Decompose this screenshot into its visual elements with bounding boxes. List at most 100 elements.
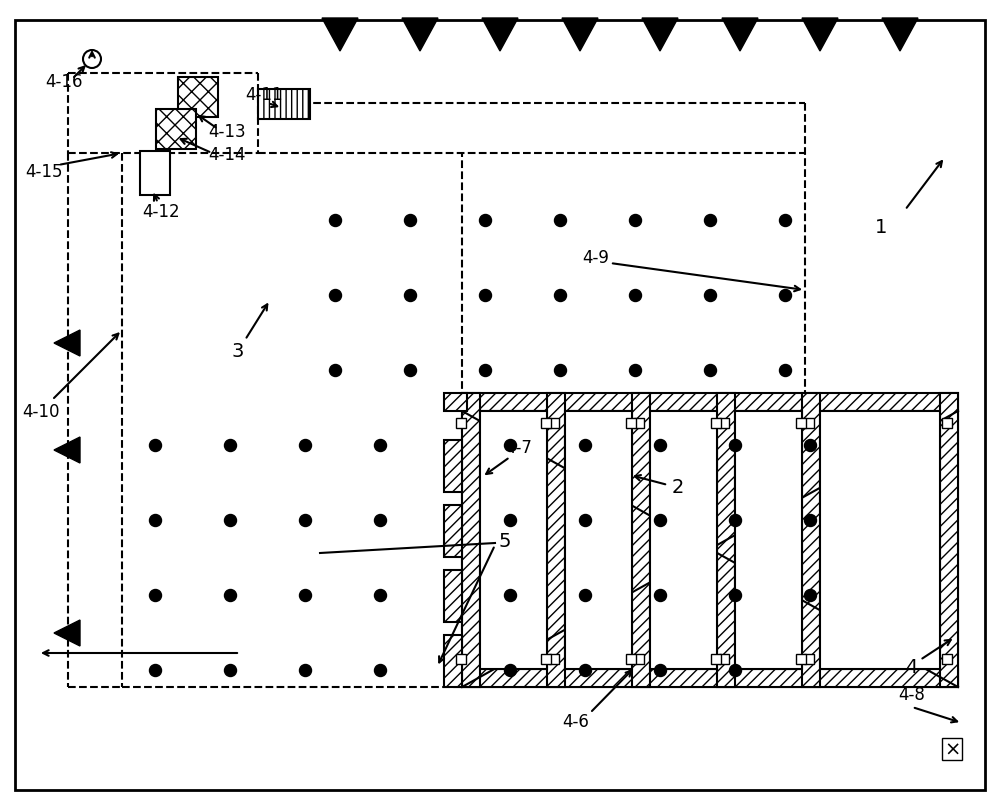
Bar: [735, 411, 802, 669]
Point: [402, 288, 418, 301]
Point: [552, 213, 568, 226]
Bar: [719, 418, 729, 428]
Text: 1: 1: [875, 218, 887, 237]
Bar: [541, 654, 551, 664]
Bar: [258, 89, 310, 119]
Point: [552, 364, 568, 377]
Bar: [626, 654, 636, 664]
Bar: [444, 393, 467, 411]
Bar: [462, 393, 958, 411]
Point: [777, 288, 793, 301]
Point: [502, 588, 518, 601]
Point: [727, 439, 743, 452]
Bar: [549, 418, 559, 428]
Polygon shape: [54, 620, 80, 646]
Polygon shape: [54, 330, 80, 356]
Bar: [547, 393, 565, 687]
Text: 4-14: 4-14: [208, 146, 246, 164]
Point: [222, 514, 238, 526]
Bar: [634, 418, 644, 428]
Point: [652, 588, 668, 601]
Point: [777, 213, 793, 226]
Bar: [719, 654, 729, 664]
Point: [297, 439, 313, 452]
Polygon shape: [882, 18, 918, 51]
Point: [577, 439, 593, 452]
Point: [222, 588, 238, 601]
Bar: [541, 418, 551, 428]
Point: [502, 514, 518, 526]
Point: [652, 439, 668, 452]
Polygon shape: [562, 18, 598, 51]
Text: 4-15: 4-15: [25, 163, 62, 181]
Point: [477, 288, 493, 301]
Point: [702, 213, 718, 226]
Text: $\times$: $\times$: [944, 740, 960, 758]
Point: [627, 213, 643, 226]
Point: [372, 588, 388, 601]
Point: [297, 588, 313, 601]
Bar: [717, 393, 735, 687]
Point: [477, 364, 493, 377]
Bar: [632, 393, 650, 687]
Point: [372, 439, 388, 452]
Point: [802, 439, 818, 452]
Point: [222, 439, 238, 452]
Text: 4-11: 4-11: [245, 86, 283, 104]
Point: [577, 663, 593, 676]
Bar: [178, 77, 218, 117]
Point: [327, 364, 343, 377]
Bar: [444, 505, 462, 557]
Point: [402, 213, 418, 226]
Bar: [444, 635, 462, 687]
Text: 4-13: 4-13: [208, 123, 246, 141]
Point: [402, 364, 418, 377]
Text: 4-16: 4-16: [45, 73, 82, 91]
Point: [477, 213, 493, 226]
Point: [372, 514, 388, 526]
Bar: [804, 654, 814, 664]
Point: [627, 364, 643, 377]
Point: [147, 588, 163, 601]
Polygon shape: [482, 18, 518, 51]
Text: 5: 5: [498, 532, 511, 551]
Point: [327, 288, 343, 301]
Bar: [549, 654, 559, 664]
Point: [222, 663, 238, 676]
Polygon shape: [802, 18, 838, 51]
Text: 3: 3: [232, 342, 244, 361]
Point: [502, 663, 518, 676]
Point: [727, 663, 743, 676]
Text: 4: 4: [905, 658, 917, 677]
Text: 4-6: 4-6: [562, 713, 589, 731]
Point: [297, 514, 313, 526]
Bar: [456, 418, 466, 428]
Polygon shape: [642, 18, 678, 51]
Text: 4-8: 4-8: [898, 686, 925, 704]
Bar: [462, 669, 958, 687]
Bar: [820, 411, 940, 669]
Bar: [942, 418, 952, 428]
Point: [147, 663, 163, 676]
Text: 4-9: 4-9: [582, 249, 609, 267]
Bar: [650, 411, 717, 669]
Point: [777, 364, 793, 377]
Bar: [156, 109, 196, 149]
Bar: [444, 440, 462, 492]
Point: [577, 514, 593, 526]
Bar: [456, 654, 466, 664]
Polygon shape: [402, 18, 438, 51]
Bar: [802, 393, 820, 687]
Polygon shape: [54, 437, 80, 463]
Text: 2: 2: [672, 478, 684, 497]
Point: [652, 514, 668, 526]
Point: [802, 588, 818, 601]
Bar: [444, 570, 462, 622]
Polygon shape: [722, 18, 758, 51]
Point: [727, 514, 743, 526]
Bar: [634, 654, 644, 664]
Point: [577, 588, 593, 601]
Point: [327, 213, 343, 226]
Polygon shape: [322, 18, 358, 51]
Point: [702, 288, 718, 301]
